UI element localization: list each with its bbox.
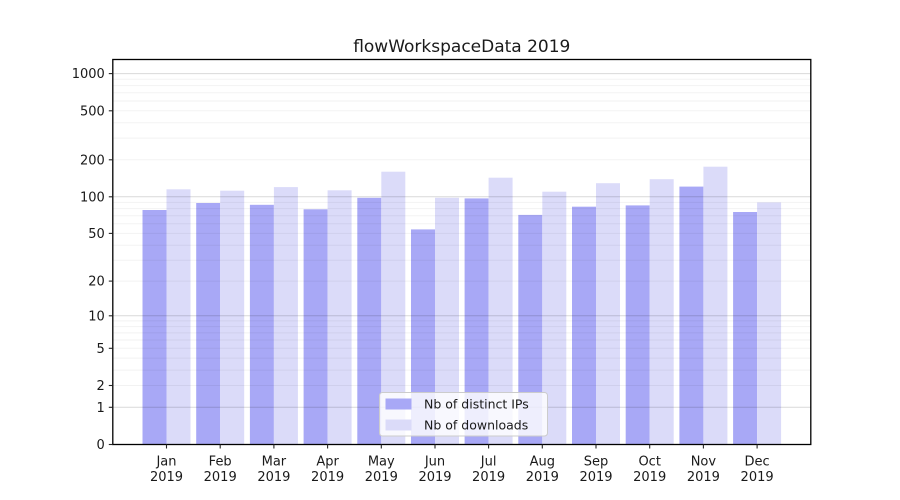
bar-downloads-oct [649,179,674,445]
x-tick-label-jan: Jan 2019 [150,455,183,486]
x-tick-label-jul: Jul 2019 [472,455,505,486]
y-tick-label-50: 50 [88,227,105,242]
bar-distinct-ips-sep [572,206,596,445]
legend-swatch-distinct-ips-icon [385,398,412,410]
bar-distinct-ips-jan [142,210,167,445]
x-tick-label-jun: Jun 2019 [418,455,451,486]
y-tick-label-20: 20 [88,275,105,290]
x-tick-label-feb: Feb 2019 [204,455,237,486]
legend-label-distinct-ips: Nb of distinct IPs [424,397,529,412]
bar-distinct-ips-feb [196,203,221,445]
axis-ticks [108,73,758,449]
y-tick-label-200: 200 [80,153,105,168]
y-tick-label-500: 500 [80,104,105,119]
x-tick-label-sep: Sep 2019 [579,455,612,486]
bar-downloads-sep [596,183,620,445]
legend-swatch-downloads-icon [385,419,412,431]
grid-layer [112,73,811,408]
bar-distinct-ips-oct [625,205,650,445]
y-tick-label-1000: 1000 [72,67,105,82]
y-tick-label-5: 5 [97,342,105,357]
y-tick-label-2: 2 [97,379,105,394]
y-tick-label-1: 1 [97,401,105,416]
bar-distinct-ips-dec [733,212,758,445]
bar-downloads-nov [703,166,728,445]
y-tick-label-0: 0 [97,438,105,453]
legend-label-downloads: Nb of downloads [424,418,528,433]
x-tick-label-aug: Aug 2019 [526,455,559,486]
x-tick-label-dec: Dec 2019 [741,455,774,486]
y-tick-label-10: 10 [88,309,105,324]
bar-downloads-apr [327,190,352,445]
x-tick-label-may: May 2019 [365,455,398,486]
bar-distinct-ips-apr [303,209,328,445]
bar-downloads-mar [273,187,298,445]
y-tick-label-100: 100 [80,190,105,205]
bar-downloads-dec [757,202,782,445]
bar-distinct-ips-may [357,197,382,445]
bar-distinct-ips-nov [679,186,704,445]
x-tick-label-apr: Apr 2019 [311,455,344,486]
x-tick-label-oct: Oct 2019 [633,455,666,486]
bar-downloads-jan [166,189,191,445]
x-tick-label-nov: Nov 2019 [687,455,720,486]
legend: Nb of distinct IPs Nb of downloads [379,392,548,437]
bar-downloads-jul [488,177,513,445]
bar-downloads-feb [220,190,245,445]
bar-distinct-ips-mar [249,204,274,445]
x-tick-label-mar: Mar 2019 [257,455,290,486]
axis-labels: 0 1 2 5 10 20 50 100 200 500 1000 Jan 2019 Feb 2019 Mar… [72,67,774,485]
chart-title: flowWorkspaceData 2019 [353,37,570,57]
legend-box [379,392,548,437]
plot-border [112,58,812,446]
